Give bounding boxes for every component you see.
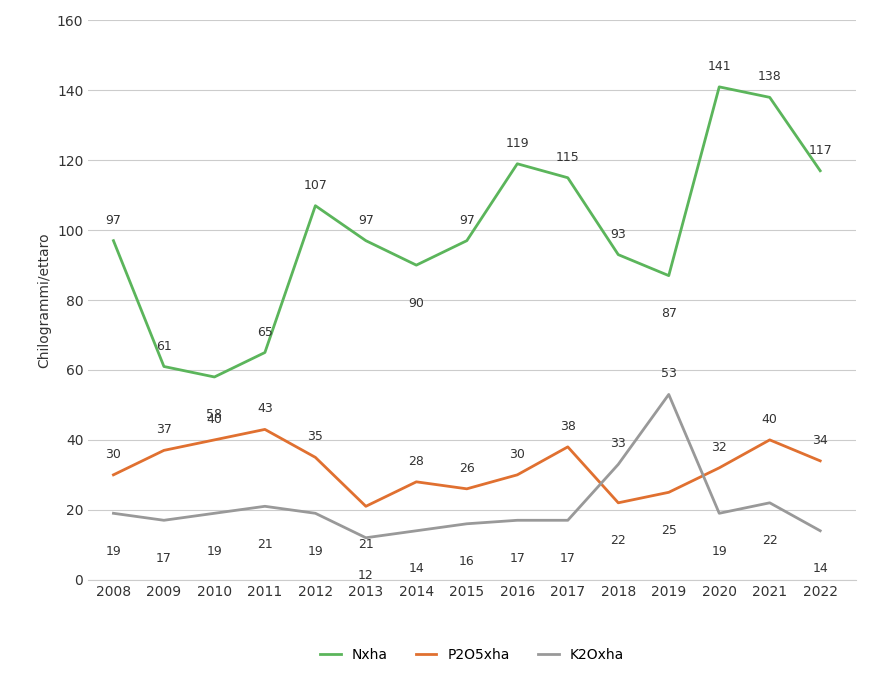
Line: Nxha: Nxha	[114, 87, 820, 377]
Text: 21: 21	[358, 537, 374, 551]
K2Oxha	[563, 516, 573, 524]
K2Oxha	[159, 516, 169, 524]
P2O5xha	[411, 477, 422, 486]
K2Oxha	[411, 527, 422, 535]
Text: 43: 43	[257, 402, 273, 415]
Nxha	[259, 349, 270, 357]
Text: 107: 107	[303, 179, 327, 192]
K2Oxha	[815, 527, 826, 535]
K2Oxha	[310, 509, 321, 518]
Text: 26: 26	[459, 462, 475, 475]
P2O5xha	[461, 485, 472, 493]
Text: 37: 37	[156, 424, 172, 436]
Text: 17: 17	[156, 552, 172, 565]
K2Oxha	[461, 520, 472, 528]
K2Oxha	[765, 499, 775, 507]
Text: 117: 117	[808, 144, 832, 157]
Text: 30: 30	[510, 448, 526, 461]
Nxha	[461, 237, 472, 245]
P2O5xha	[765, 436, 775, 444]
P2O5xha	[209, 436, 220, 444]
Text: 87: 87	[661, 307, 676, 320]
Nxha	[108, 237, 119, 245]
K2Oxha	[361, 533, 371, 542]
Text: 35: 35	[308, 430, 324, 443]
Text: 40: 40	[206, 413, 222, 426]
Text: 34: 34	[812, 434, 828, 447]
Text: 90: 90	[408, 297, 424, 310]
P2O5xha	[512, 471, 523, 479]
Text: 38: 38	[560, 420, 576, 433]
Text: 58: 58	[206, 409, 222, 421]
Text: 14: 14	[812, 562, 828, 575]
Text: 97: 97	[459, 213, 475, 226]
Nxha	[310, 202, 321, 210]
Text: 28: 28	[408, 455, 424, 468]
Text: 53: 53	[661, 368, 676, 381]
Text: 33: 33	[610, 437, 626, 450]
Nxha	[815, 166, 826, 175]
Line: K2Oxha: K2Oxha	[114, 394, 820, 537]
Text: 25: 25	[661, 524, 676, 537]
Nxha	[361, 237, 371, 245]
Text: 61: 61	[156, 340, 172, 353]
Text: 19: 19	[206, 545, 222, 558]
Nxha	[563, 174, 573, 182]
P2O5xha	[310, 454, 321, 462]
Text: 17: 17	[560, 552, 576, 565]
K2Oxha	[714, 509, 724, 518]
Nxha	[663, 271, 674, 280]
K2Oxha	[512, 516, 523, 524]
P2O5xha	[815, 457, 826, 465]
Text: 97: 97	[358, 213, 374, 226]
Text: 119: 119	[505, 137, 529, 150]
Y-axis label: Chilogrammi/ettaro: Chilogrammi/ettaro	[37, 233, 51, 368]
Text: 19: 19	[712, 545, 727, 558]
Text: 22: 22	[762, 534, 778, 547]
Text: 19: 19	[106, 545, 122, 558]
P2O5xha	[663, 488, 674, 496]
Nxha	[411, 261, 422, 269]
Text: 14: 14	[408, 562, 424, 575]
P2O5xha	[613, 499, 624, 507]
Text: 22: 22	[610, 534, 626, 547]
Text: 12: 12	[358, 569, 374, 582]
Text: 21: 21	[257, 537, 273, 551]
Text: 16: 16	[459, 555, 475, 568]
Text: 141: 141	[707, 60, 731, 73]
Nxha	[765, 93, 775, 102]
P2O5xha	[108, 471, 119, 479]
K2Oxha	[259, 502, 270, 510]
P2O5xha	[259, 426, 270, 434]
P2O5xha	[563, 443, 573, 451]
Text: 115: 115	[556, 151, 579, 164]
Text: 65: 65	[257, 325, 273, 338]
P2O5xha	[159, 446, 169, 454]
Text: 19: 19	[308, 545, 323, 558]
Text: 32: 32	[712, 441, 727, 454]
Nxha	[512, 160, 523, 168]
K2Oxha	[663, 390, 674, 398]
Text: 93: 93	[610, 228, 626, 241]
K2Oxha	[613, 460, 624, 469]
Text: 30: 30	[106, 448, 122, 461]
Nxha	[714, 83, 724, 91]
K2Oxha	[209, 509, 220, 518]
Nxha	[159, 362, 169, 370]
P2O5xha	[714, 464, 724, 472]
Nxha	[209, 373, 220, 381]
Nxha	[613, 250, 624, 258]
Legend: Nxha, P2O5xha, K2Oxha: Nxha, P2O5xha, K2Oxha	[314, 642, 630, 668]
Text: 97: 97	[106, 213, 122, 226]
P2O5xha	[361, 502, 371, 510]
K2Oxha	[108, 509, 119, 518]
Line: P2O5xha: P2O5xha	[114, 430, 820, 506]
Text: 138: 138	[758, 70, 781, 83]
Text: 17: 17	[510, 552, 526, 565]
Text: 40: 40	[762, 413, 778, 426]
